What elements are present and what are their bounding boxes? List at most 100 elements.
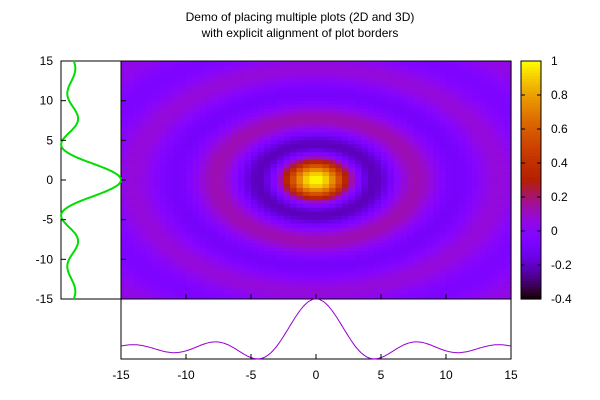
heatmap-cell <box>270 176 278 181</box>
heatmap-cell <box>238 172 246 177</box>
heatmap-cell <box>335 88 343 94</box>
heatmap-cell <box>212 92 220 98</box>
heatmap-cell <box>153 180 161 185</box>
heatmap-cell <box>199 239 207 245</box>
heatmap-cell <box>329 61 337 66</box>
heatmap-cell <box>283 267 291 272</box>
heatmap-cell <box>459 231 467 237</box>
heatmap-cell <box>231 239 239 245</box>
heatmap-cell <box>199 72 207 78</box>
heatmap-cell <box>290 287 298 292</box>
heatmap-cell <box>374 231 382 237</box>
heatmap-cell <box>212 128 220 133</box>
heatmap-cell <box>192 219 200 225</box>
heatmap-cell <box>205 259 213 264</box>
heatmap-cell <box>491 88 499 94</box>
heatmap-cell <box>316 112 324 118</box>
heatmap-cell <box>127 180 135 185</box>
heatmap-cell <box>192 140 200 145</box>
heatmap-cell <box>309 187 317 193</box>
heatmap-cell <box>381 183 389 189</box>
heatmap-cell <box>426 215 434 221</box>
heatmap-cell <box>329 203 337 209</box>
heatmap-cell <box>199 100 207 106</box>
heatmap-cell <box>420 116 428 122</box>
heatmap-cell <box>400 164 408 169</box>
heatmap-cell <box>231 88 239 94</box>
heatmap-cell <box>309 96 317 102</box>
heatmap-cell <box>355 168 363 173</box>
heatmap-cell <box>459 124 467 130</box>
heatmap-cell <box>277 195 285 201</box>
heatmap-cell <box>504 227 512 233</box>
heatmap-cell <box>446 183 454 189</box>
heatmap-cell <box>342 191 350 197</box>
heatmap-cell <box>309 72 317 78</box>
heatmap-cell <box>394 247 402 252</box>
heatmap-cell <box>264 140 272 145</box>
heatmap-cell <box>342 68 350 74</box>
heatmap-cell <box>231 148 239 153</box>
heatmap-cell <box>491 199 499 205</box>
heatmap-cell <box>452 120 460 126</box>
heatmap-cell <box>433 132 441 137</box>
heatmap-cell <box>504 88 512 94</box>
heatmap-cell <box>173 203 181 209</box>
heatmap-cell <box>179 152 187 157</box>
heatmap-cell <box>147 199 155 205</box>
heatmap-cell <box>257 259 265 264</box>
heatmap-cell <box>433 275 441 280</box>
heatmap-cell <box>199 61 207 66</box>
heatmap-cell <box>290 187 298 193</box>
heatmap-cell <box>342 132 350 137</box>
heatmap-cell <box>173 259 181 264</box>
heatmap-cell <box>231 92 239 98</box>
heatmap-cell <box>465 223 473 229</box>
heatmap-cell <box>160 247 168 252</box>
heatmap-cell <box>179 267 187 272</box>
heatmap-cell <box>303 207 311 213</box>
heatmap-cell <box>400 140 408 145</box>
heatmap-cell <box>407 96 415 102</box>
heatmap-cell <box>303 80 311 86</box>
heatmap-cell <box>257 223 265 229</box>
heatmap-cell <box>166 140 174 145</box>
heatmap-cell <box>342 259 350 264</box>
heatmap-cell <box>205 124 213 130</box>
heatmap-cell <box>290 211 298 217</box>
heatmap-cell <box>251 291 259 296</box>
heatmap-cell <box>387 227 395 233</box>
heatmap-cell <box>387 219 395 225</box>
heatmap-cell <box>368 255 376 260</box>
heatmap-cell <box>329 211 337 217</box>
heatmap-cell <box>283 279 291 284</box>
heatmap-cell <box>251 92 259 98</box>
y-tick-label: -10 <box>36 252 54 266</box>
heatmap-cell <box>355 180 363 185</box>
heatmap-cell <box>381 219 389 225</box>
heatmap-cell <box>147 61 155 66</box>
heatmap-cell <box>374 195 382 201</box>
heatmap-cell <box>413 283 421 288</box>
heatmap-cell <box>413 211 421 217</box>
heatmap-cell <box>413 61 421 66</box>
heatmap-cell <box>394 100 402 106</box>
heatmap-cell <box>179 195 187 201</box>
heatmap-cell <box>160 88 168 94</box>
heatmap-cell <box>166 195 174 201</box>
heatmap-cell <box>166 275 174 280</box>
heatmap-cell <box>491 235 499 241</box>
heatmap-cell <box>225 199 233 205</box>
heatmap-cell <box>433 160 441 165</box>
heatmap-cell <box>244 148 252 153</box>
heatmap-cell <box>348 247 356 252</box>
heatmap-cell <box>433 203 441 209</box>
heatmap-cell <box>407 124 415 130</box>
heatmap-cell <box>179 247 187 252</box>
heatmap-cell <box>407 72 415 78</box>
colorbar-cell <box>521 245 541 250</box>
heatmap-cell <box>283 176 291 181</box>
heatmap-cell <box>270 207 278 213</box>
heatmap-cell <box>218 235 226 241</box>
heatmap-cell <box>173 152 181 157</box>
